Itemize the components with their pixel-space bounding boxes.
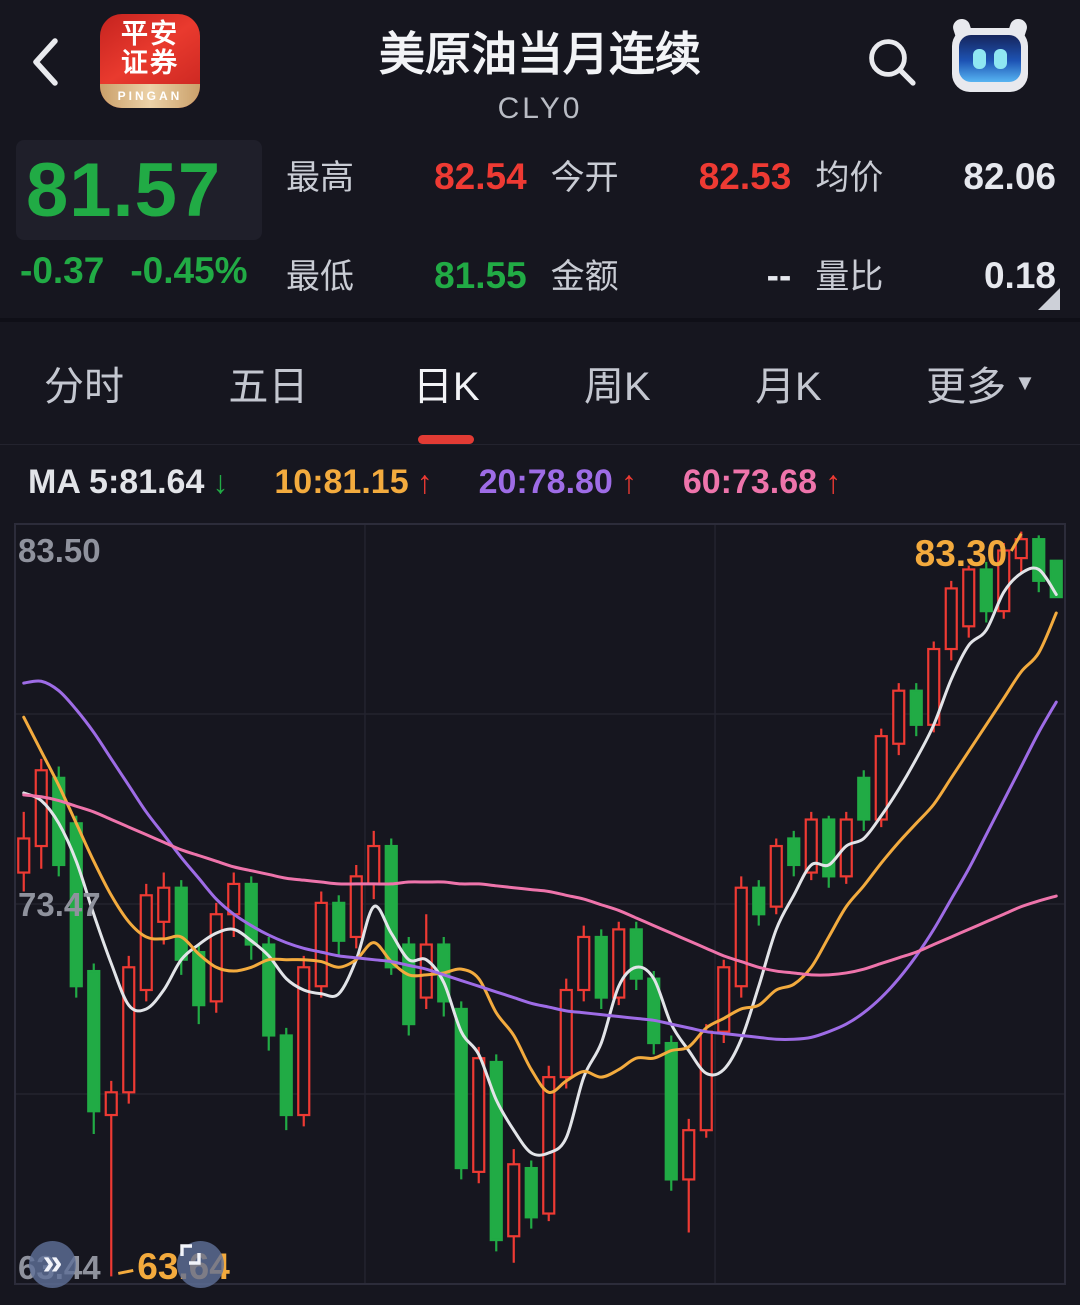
- ma-legend: MA 5:81.64 ↓ 10:81.15 ↑ 20:78.80 ↑ 60:73.68 ↑: [0, 445, 1080, 519]
- stat-label: 金额: [550, 258, 619, 296]
- stat-cell: 最低 81.55: [286, 249, 527, 298]
- stat-cell: 今开 82.53: [551, 150, 792, 199]
- search-icon: [869, 39, 916, 86]
- ma-line-MA20: [22, 679, 1058, 1041]
- tab-五日[interactable]: 五日: [228, 354, 308, 412]
- stat-value: 82.53: [698, 156, 792, 197]
- ma-legend-text: 60:73.68: [682, 462, 818, 501]
- ma-legend-item: 20:78.80 ↑: [479, 463, 637, 502]
- tab-日K[interactable]: 日K: [413, 354, 480, 412]
- ma-legend-text: 20:78.80: [478, 462, 613, 501]
- logo-line2: 证券: [121, 48, 179, 78]
- ma-line-MA5: [22, 566, 1058, 1157]
- svg-text:83.50: 83.50: [18, 532, 101, 569]
- price-change-row: -0.37 -0.45%: [20, 250, 248, 292]
- chevron-down-icon: ▼: [1014, 370, 1036, 395]
- section-divider: [0, 318, 1080, 322]
- stat-label: 量比: [815, 258, 884, 296]
- ma-line-MA10: [22, 611, 1058, 1094]
- quote-panel: 81.57 -0.37 -0.45% 最高 82.54 今开 82.53 均价 82.06…: [0, 126, 1080, 318]
- stat-label: 均价: [815, 159, 884, 197]
- skip-left-button[interactable]: »: [29, 1241, 76, 1288]
- stat-cell: 金额 --: [551, 249, 792, 298]
- double-chevron-right-icon: »: [42, 1240, 63, 1282]
- arrow-down-icon: ↓: [212, 463, 229, 500]
- back-chevron-icon: [33, 38, 58, 86]
- fullscreen-icon: [180, 1244, 201, 1265]
- quote-stats-grid: 最高 82.54 今开 82.53 均价 82.06 最低 81.55 金额 -- 量比 0.18: [286, 150, 1056, 298]
- expand-stats-handle[interactable]: [1038, 288, 1060, 310]
- stat-value: 82.54: [434, 156, 527, 197]
- svg-text:73.47: 73.47: [18, 886, 101, 923]
- arrow-up-icon: ↑: [620, 463, 637, 500]
- robot-eye: [994, 49, 1007, 69]
- change-value: -0.37: [20, 250, 105, 291]
- search-button[interactable]: [862, 32, 922, 92]
- logo-caption: PINGAN: [100, 84, 200, 108]
- stat-label: 最低: [286, 258, 354, 296]
- stat-value: 82.06: [963, 156, 1056, 197]
- assistant-robot-icon[interactable]: [952, 28, 1028, 92]
- tab-label: 五日: [228, 365, 309, 409]
- tab-label: 更多: [926, 365, 1007, 409]
- fullscreen-button[interactable]: [177, 1241, 224, 1288]
- tab-label: 分时: [44, 365, 124, 409]
- logo-line1: 平安: [121, 19, 179, 49]
- stat-label: 最高: [286, 159, 354, 197]
- ma-legend-text: MA 5:81.64: [28, 462, 205, 501]
- robot-face: [959, 35, 1021, 82]
- tab-分时[interactable]: 分时: [44, 354, 124, 412]
- tab-label: 日K: [412, 365, 480, 409]
- pingan-securities-logo-icon: 平安 证券 PINGAN: [100, 14, 200, 108]
- ma-legend-text: 10:81.15: [274, 462, 409, 501]
- ma-legend-item: MA 5:81.64 ↓: [28, 463, 228, 502]
- last-price: 81.57: [16, 140, 262, 240]
- back-button[interactable]: [28, 32, 72, 92]
- header: 平安 证券 PINGAN 美原油当月连续 CLY0: [0, 0, 1080, 126]
- tab-月K[interactable]: 月K: [755, 354, 822, 412]
- period-tabs: 分时 五日 日K 周K 月K 更多 ▼: [0, 322, 1080, 445]
- stat-cell: 均价 82.06: [815, 150, 1056, 199]
- stat-label: 今开: [550, 159, 619, 197]
- tab-更多[interactable]: 更多 ▼: [926, 354, 1036, 412]
- tab-label: 月K: [755, 365, 822, 409]
- ma-legend-item: 60:73.68 ↑: [683, 463, 841, 502]
- stat-value: --: [766, 255, 792, 296]
- stat-value: 81.55: [434, 255, 527, 296]
- tab-label: 周K: [583, 365, 651, 409]
- stat-cell: 最高 82.54: [286, 150, 527, 199]
- arrow-up-icon: ↑: [825, 463, 842, 500]
- arrow-up-icon: ↑: [416, 463, 433, 500]
- tab-周K[interactable]: 周K: [584, 354, 651, 412]
- stat-cell: 量比 0.18: [815, 249, 1056, 298]
- ma-line-MA60: [22, 793, 1058, 977]
- robot-eye: [973, 49, 986, 69]
- ma-legend-item: 10:81.15 ↑: [274, 463, 432, 502]
- svg-text:83.30: 83.30: [915, 533, 1008, 574]
- change-percent: -0.45%: [130, 250, 248, 291]
